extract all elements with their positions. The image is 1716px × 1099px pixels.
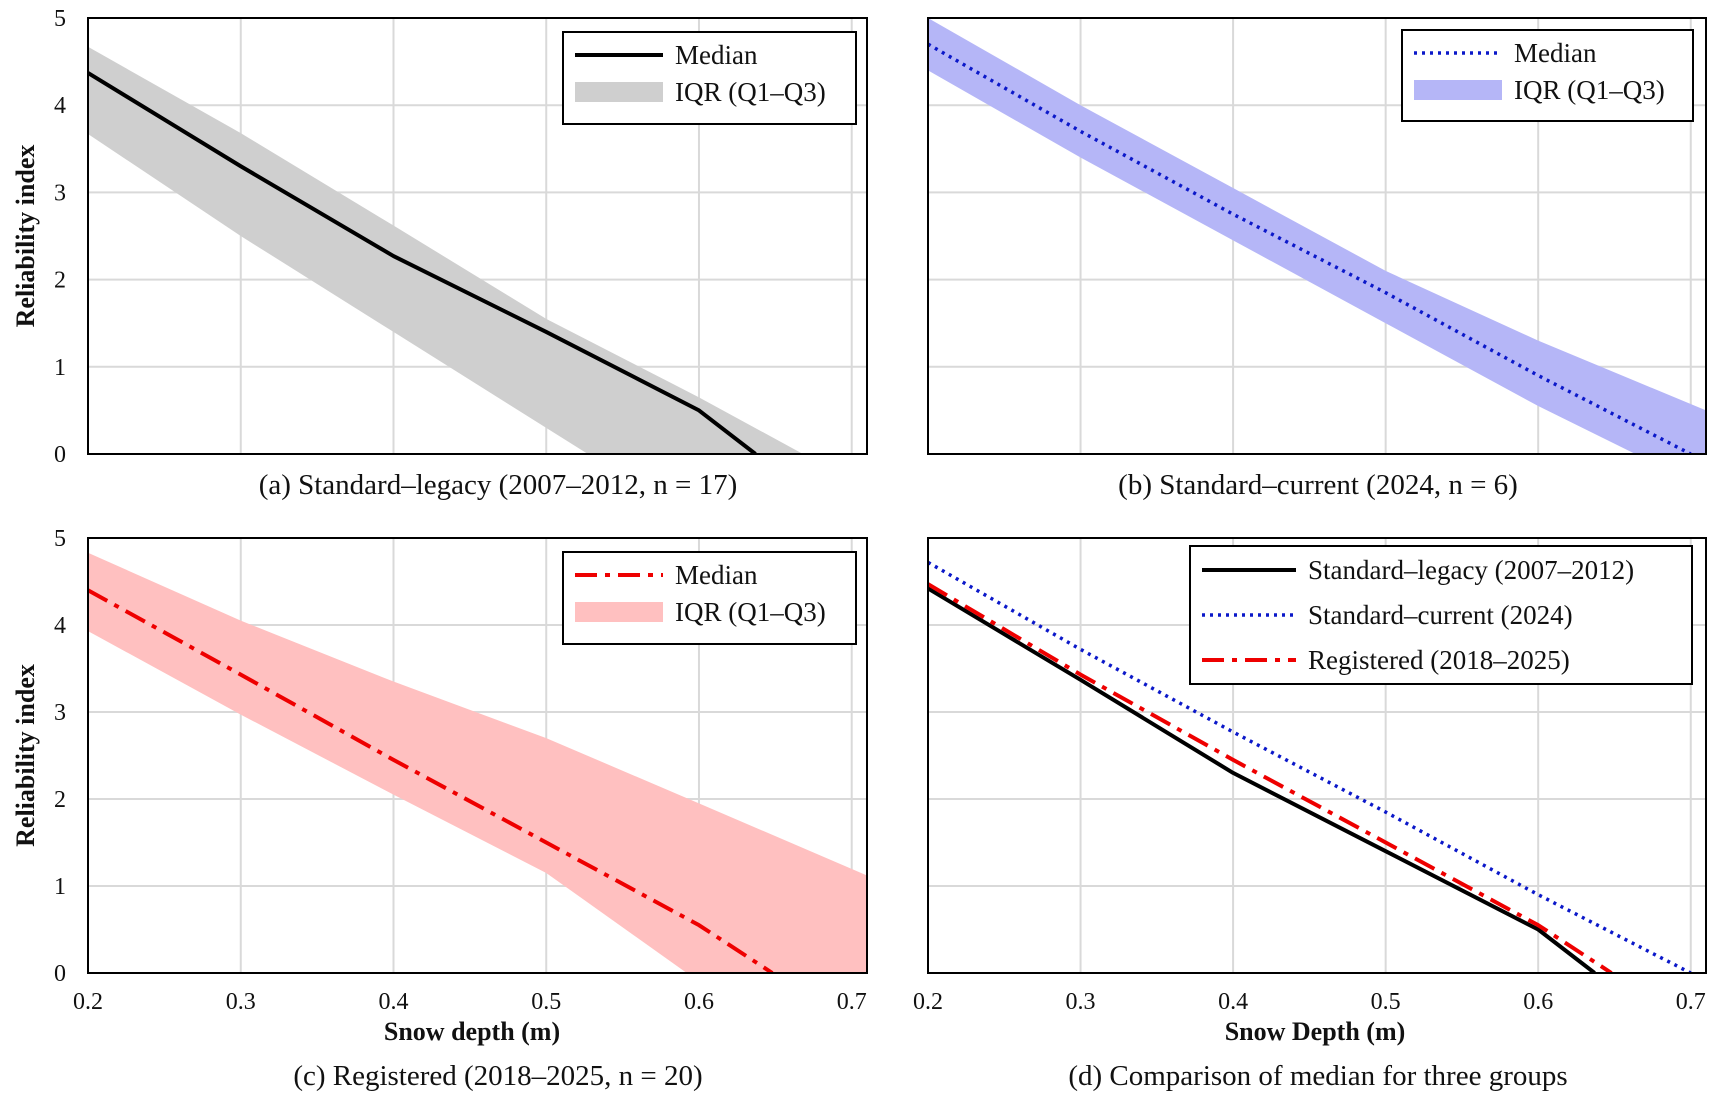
legend-label: IQR (Q1–Q3) xyxy=(675,77,826,107)
y-tick-label: 2 xyxy=(54,268,66,294)
x-tick-label: 0.4 xyxy=(1218,989,1248,1015)
legend-box xyxy=(562,551,857,645)
series-line-0 xyxy=(928,586,1596,973)
legend: Median IQR (Q1–Q3) xyxy=(562,551,857,645)
panel-caption: (c) Registered (2018–2025, n = 20) xyxy=(293,1060,702,1092)
legend-box xyxy=(562,31,857,125)
plot-frame xyxy=(87,537,868,974)
legend-label: Median xyxy=(675,560,758,590)
median-line xyxy=(928,42,1692,454)
iqr-band xyxy=(928,18,1706,454)
x-tick-label: 0.6 xyxy=(684,989,714,1015)
x-tick-label: 0.5 xyxy=(531,989,561,1015)
panel-a: 0 1 2 3 4 5 Reliability index (a) Standard–lega… xyxy=(11,6,868,501)
legend-iqr-swatch xyxy=(575,602,663,622)
legend-label: IQR (Q1–Q3) xyxy=(675,597,826,627)
plot-frame xyxy=(927,17,1707,455)
y-tick-label: 4 xyxy=(54,613,66,639)
plot-area xyxy=(88,46,803,454)
x-tick-label: 0.3 xyxy=(226,989,256,1015)
y-tick-label: 5 xyxy=(54,526,66,552)
legend-label: Registered (2018–2025) xyxy=(1308,645,1570,675)
legend-label: Standard–legacy (2007–2012) xyxy=(1308,555,1634,585)
y-tick-label: 1 xyxy=(54,874,66,900)
panel-caption: (b) Standard–current (2024, n = 6) xyxy=(1118,469,1518,501)
x-tick-label: 0.5 xyxy=(1371,989,1401,1015)
y-tick-label: 3 xyxy=(54,180,66,206)
x-tick-label: 0.6 xyxy=(1523,989,1553,1015)
y-tick-label: 4 xyxy=(54,93,66,119)
x-tick-label: 0.2 xyxy=(913,989,943,1015)
plot-area xyxy=(88,552,867,973)
legend-label: Median xyxy=(675,40,758,70)
x-tick-label: 0.7 xyxy=(837,989,867,1015)
y-axis-title: Reliability index xyxy=(11,664,40,847)
legend-label: Median xyxy=(1514,38,1597,68)
legend-label: Standard–current (2024) xyxy=(1308,600,1573,630)
median-line xyxy=(88,588,774,973)
plot-area xyxy=(928,18,1706,454)
legend: Median IQR (Q1–Q3) xyxy=(1401,29,1694,122)
panel-d: 0.2 0.3 0.4 0.5 0.6 0.7 Snow Depth (m) (d) Comp… xyxy=(913,537,1707,1092)
plot-frame xyxy=(927,537,1707,974)
legend-iqr-swatch xyxy=(575,82,663,102)
y-tick-label: 2 xyxy=(54,787,66,813)
iqr-band xyxy=(88,46,803,454)
plot-area xyxy=(928,560,1692,973)
series-line-1 xyxy=(928,560,1692,973)
x-axis-title: Snow Depth (m) xyxy=(1225,1017,1406,1046)
panel-caption: (d) Comparison of median for three group… xyxy=(1068,1060,1567,1092)
x-axis-title: Snow depth (m) xyxy=(384,1017,560,1046)
y-tick-label: 5 xyxy=(54,6,66,32)
series-line-2 xyxy=(928,582,1613,973)
legend-iqr-swatch xyxy=(1414,80,1502,100)
iqr-band xyxy=(88,552,867,973)
y-tick-label: 0 xyxy=(54,442,66,468)
panel-caption: (a) Standard–legacy (2007–2012, n = 17) xyxy=(259,469,738,501)
x-tick-label: 0.7 xyxy=(1676,989,1706,1015)
panel-c: 0 1 2 3 4 5 0.2 0.3 0.4 0.5 0.6 0.7 Reliability inde… xyxy=(11,526,868,1092)
legend: Median IQR (Q1–Q3) xyxy=(562,31,857,125)
legend: Standard–legacy (2007–2012) Standard–curr… xyxy=(1189,545,1693,685)
legend-label: IQR (Q1–Q3) xyxy=(1514,75,1665,105)
y-tick-label: 3 xyxy=(54,700,66,726)
x-tick-label: 0.2 xyxy=(73,989,103,1015)
panel-b: (b) Standard–current (2024, n = 6) Median… xyxy=(927,17,1707,501)
median-line xyxy=(88,71,757,454)
plot-frame xyxy=(87,17,868,455)
y-tick-label: 0 xyxy=(54,961,66,987)
y-tick-label: 1 xyxy=(54,355,66,381)
legend-box xyxy=(1401,29,1694,122)
y-axis-title: Reliability index xyxy=(11,145,40,328)
x-tick-label: 0.3 xyxy=(1066,989,1096,1015)
x-tick-label: 0.4 xyxy=(378,989,408,1015)
